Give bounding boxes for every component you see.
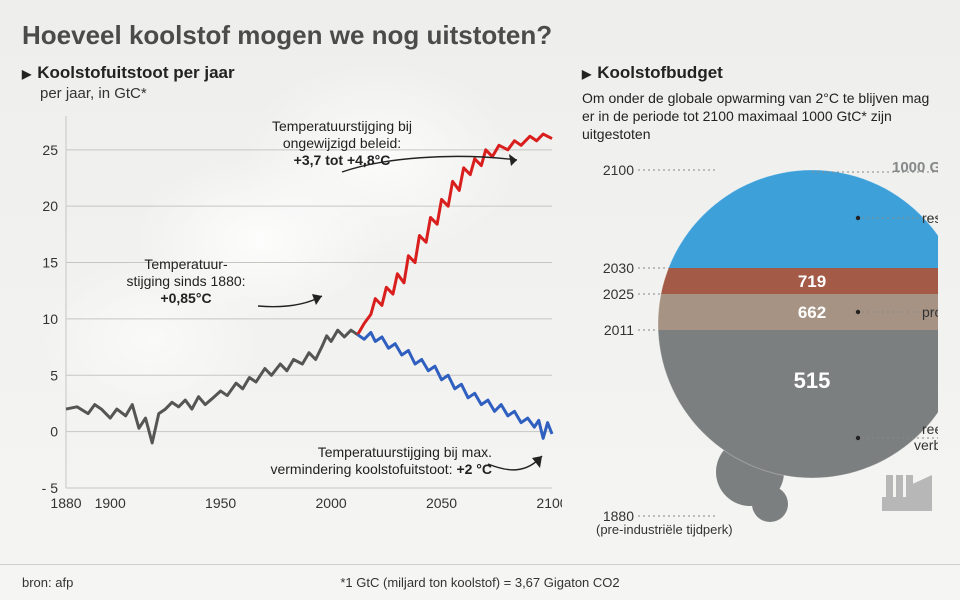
footer: bron: afp *1 GtC (miljard ton koolstof) …: [0, 564, 960, 600]
factory-icon: [880, 469, 934, 518]
budget-section-title: Koolstofbudget: [597, 63, 723, 83]
svg-text:2100: 2100: [603, 162, 634, 178]
svg-text:verbruikt: verbruikt: [914, 437, 938, 453]
svg-text:5: 5: [50, 367, 58, 383]
annotation-low: Temperatuurstijging bij max. verminderin…: [182, 444, 492, 478]
svg-text:20: 20: [42, 198, 58, 214]
svg-text:2100: 2100: [536, 495, 562, 511]
svg-text:2050: 2050: [426, 495, 457, 511]
footnote: *1 GtC (miljard ton koolstof) = 3,67 Gig…: [340, 575, 619, 590]
svg-text:662: 662: [798, 303, 826, 322]
svg-text:2011: 2011: [604, 322, 634, 338]
chart-section-title: Koolstofuitstoot per jaar: [37, 63, 234, 83]
page-title: Hoeveel koolstof mogen we nog uitstoten?: [0, 0, 960, 57]
svg-text:1000 GtC: 1000 GtC: [892, 159, 938, 176]
svg-text:0: 0: [50, 424, 58, 440]
chart-subtitle: per jaar, in GtC*: [40, 85, 570, 102]
svg-text:1900: 1900: [95, 495, 126, 511]
svg-text:(pre-industriële tijdperk): (pre-industriële tijdperk): [596, 522, 733, 537]
svg-text:10: 10: [42, 311, 58, 327]
triangle-icon: ▶: [22, 67, 31, 81]
svg-text:prognose: prognose: [922, 304, 938, 320]
svg-text:25: 25: [42, 142, 58, 158]
svg-text:2000: 2000: [316, 495, 347, 511]
annotation-high: Temperatuurstijging bij ongewijzigd bele…: [232, 118, 452, 168]
svg-text:719: 719: [798, 272, 826, 291]
svg-text:resterend: resterend: [922, 210, 938, 226]
svg-text:515: 515: [794, 368, 831, 393]
svg-text:2030: 2030: [603, 260, 634, 276]
svg-text:2025: 2025: [603, 286, 634, 302]
triangle-icon: ▶: [582, 67, 591, 81]
svg-text:- 5: - 5: [42, 480, 59, 496]
source-label: bron: afp: [22, 575, 73, 590]
budget-section-head: ▶ Koolstofbudget: [582, 63, 938, 83]
chart-section-head: ▶ Koolstofuitstoot per jaar: [22, 63, 570, 83]
svg-text:reeds: reeds: [922, 421, 938, 437]
emissions-chart: - 5 0 5 10 15 20 25 1880 1900 1950 2000 2050 2100 Te…: [22, 108, 562, 528]
svg-text:1880: 1880: [50, 495, 81, 511]
budget-description: Om onder de globale opwarming van 2°C te…: [582, 89, 938, 144]
svg-text:1950: 1950: [205, 495, 236, 511]
annotation-mid: Temperatuur- stijging sinds 1880: +0,85°…: [106, 256, 266, 306]
svg-text:15: 15: [42, 255, 58, 271]
